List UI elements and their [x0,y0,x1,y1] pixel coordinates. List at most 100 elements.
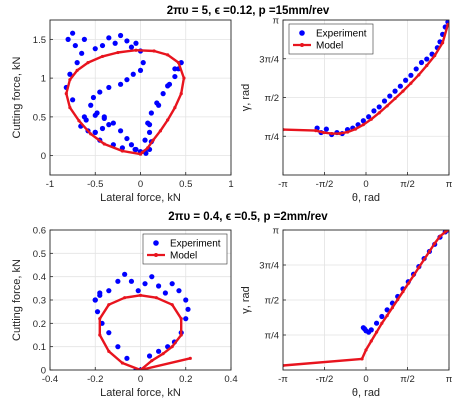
x-tick-label: -0.2 [87,374,103,385]
y-tick-label: π/2 [265,296,279,307]
model-point [409,81,413,85]
model-point [322,130,326,135]
y-tick-label: 3π/4 [259,261,279,272]
model-point [68,105,72,110]
experiment-point [128,44,135,50]
y-tick-label: 0.6 [33,226,46,237]
model-point [422,257,426,262]
series-group [63,30,186,156]
experiment-point [368,327,374,333]
experiment-point [169,281,175,287]
experiment-point [176,288,182,294]
experiment-point [132,146,138,153]
model-point [107,349,111,353]
model-point [151,138,155,142]
experiment-point [408,72,414,78]
y-axis-label: Cutting force, kN [11,56,23,138]
experiment-point [424,56,430,62]
y-tick-label: 1.5 [33,35,46,46]
experiment-point [99,125,106,132]
series-group [283,230,449,368]
experiment-point [124,38,130,44]
model-point [89,132,93,136]
model-point [100,54,105,59]
model-point [330,131,334,136]
experiment-point [360,118,366,124]
model-point [120,149,124,153]
legend-box [288,23,374,55]
model-point [176,61,181,65]
x-tick-label: -π/2 [316,374,334,385]
model-point [150,359,154,363]
experiment-point [122,271,128,277]
experiment-point [376,104,382,110]
experiment-point [137,67,144,73]
experiment-point [70,97,76,103]
experiment-point [72,42,78,49]
experiment-point [165,83,171,89]
x-tick-label: 0 [363,179,368,190]
legend-box [142,233,228,265]
title-bottom: 2πυ = 0.4, ϵ =0.5, p =2mm/rev [168,211,328,223]
model-point [361,123,365,127]
model-point [393,96,397,101]
experiment-point [90,94,97,101]
experiment-point [156,348,162,354]
model-point [374,330,379,334]
experiment-point [146,353,153,359]
model-point [417,265,421,270]
experiment-point [183,316,189,322]
experiment-point [65,36,71,42]
series-group [92,271,192,370]
model-point [345,130,350,134]
experiment-point [381,98,388,104]
experiment-point [101,114,107,120]
experiment-point [106,288,112,294]
experiment-point [119,145,125,151]
model-point [353,127,358,131]
y-tick-label: 0.5 [33,249,46,260]
model-point [120,361,124,365]
y-tick-label: 0.2 [33,319,46,330]
experiment-point [133,40,139,46]
experiment-point [117,128,124,134]
axes-frame [282,19,450,176]
legend-label: Model [316,41,343,52]
x-tick-label: -π [278,374,288,385]
x-tick-label: -1 [46,179,54,190]
experiment-point [403,77,409,83]
x-tick-label: 0 [138,179,143,190]
x-tick-label: π/2 [400,374,414,385]
x-tick-label: π/2 [400,179,414,190]
model-point [134,48,138,52]
model-point [411,273,416,278]
panel-bottom-left-force-loop: -0.4 -0.2 0 0.2 0.4 0 0.1 0.2 0.3 0.4 0.5 0.6 Latera… [11,226,238,400]
experiment-point [83,117,89,123]
model-point [102,142,106,146]
experiment-point [146,122,153,128]
experiment-point [387,93,393,99]
experiment-point [124,135,130,142]
legend-label: Experiment [170,239,221,250]
x-tick-label: 0.5 [179,179,192,190]
x-tick-label: 0 [138,374,143,385]
x-tick-label: -0.5 [87,179,103,190]
experiment-point [130,71,136,77]
experiment-point [148,110,154,116]
experiment-point [94,309,101,315]
x-axis-label: Lateral force, kN [100,192,181,204]
x-tick-label: 0.2 [179,374,192,385]
experiment-point [160,91,166,97]
model-point [138,152,143,156]
model-point [173,105,177,110]
model-point [425,63,429,68]
axes-frame [49,19,232,176]
y-tick-label: π [272,226,279,237]
experiment-point [124,355,130,361]
y-tick-label: π/2 [265,93,279,104]
experiment-point [397,83,403,89]
model-point [77,119,81,123]
experiment-point [185,306,191,312]
model-point [438,234,442,238]
model-point [179,92,183,96]
